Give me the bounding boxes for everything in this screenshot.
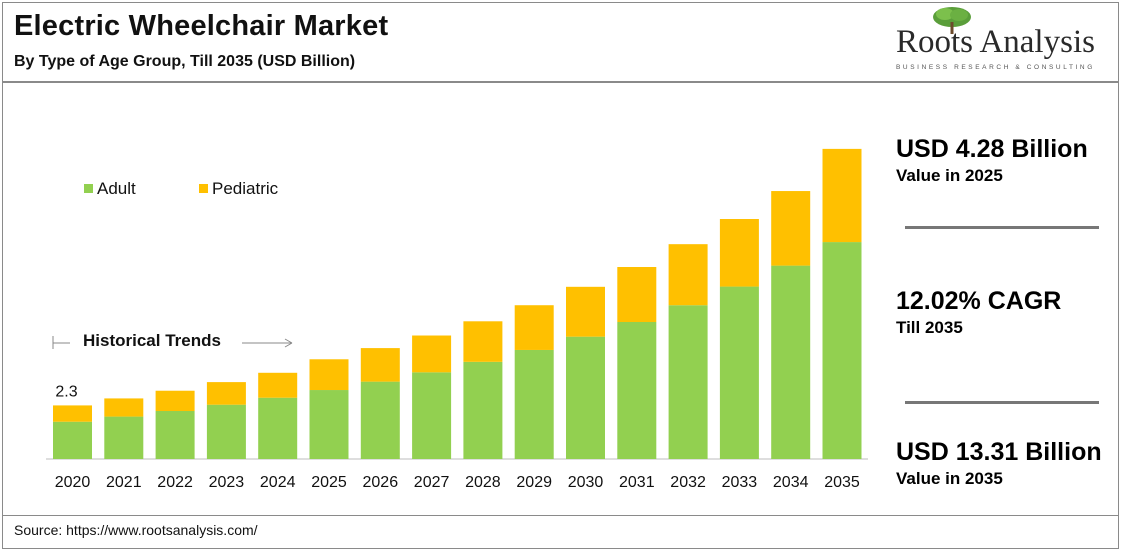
roots-analysis-logo: Roots Analysis BUSINESS RESEARCH & CONSU… <box>888 6 1098 76</box>
legend-swatch-pediatric <box>199 184 208 193</box>
bar-segment-adult <box>566 336 605 459</box>
bar-segment-pediatric <box>617 267 657 322</box>
data-label: 2.3 <box>55 383 77 400</box>
x-tick-label: 2022 <box>157 474 193 491</box>
bar-segment-adult <box>206 404 246 459</box>
kpi-value-text: USD 13.31 Billion <box>896 438 1102 466</box>
bar-segment-pediatric <box>566 286 605 337</box>
bar-segment-adult <box>514 349 554 459</box>
bar-segment-pediatric <box>822 148 862 243</box>
kpi-label-text: Till 2035 <box>896 318 963 337</box>
bar-segment-pediatric <box>719 219 759 287</box>
footer-divider <box>2 515 1119 516</box>
bar-segment-adult <box>463 361 503 459</box>
x-tick-label: 2021 <box>106 474 142 491</box>
x-tick-label: 2034 <box>773 474 809 491</box>
bar-segment-adult <box>771 265 811 459</box>
stacked-bar-chart: 2020 2021 2022 2023 2024 2025 2026 2027 2028 2029… <box>46 148 868 491</box>
bar-segment-adult <box>53 421 92 459</box>
x-tick-label: 2030 <box>568 474 604 491</box>
x-tick-label: 2024 <box>260 474 296 491</box>
x-tick-label: 2029 <box>516 474 552 491</box>
source-note: Source: https://www.rootsanalysis.com/ <box>14 522 258 538</box>
bar-segment-adult <box>104 416 144 459</box>
bar-segment-adult <box>719 286 759 459</box>
header-divider <box>2 81 1119 83</box>
bar-segment-pediatric <box>258 372 298 398</box>
page-subtitle: By Type of Age Group, Till 2035 (USD Bil… <box>14 53 356 70</box>
bar-segment-pediatric <box>309 359 349 391</box>
kpi-label-text: Value in 2035 <box>896 469 1003 488</box>
bar-segment-adult <box>668 305 708 459</box>
tree-icon <box>933 7 971 34</box>
historical-trends-label: Historical Trends <box>83 331 221 350</box>
x-tick-label: 2032 <box>670 474 706 491</box>
legend-label-adult: Adult <box>97 179 136 198</box>
bar-segment-pediatric <box>155 390 195 412</box>
logo-tagline: BUSINESS RESEARCH & CONSULTING <box>896 64 1095 71</box>
x-tick-label: 2026 <box>363 474 399 491</box>
x-tick-label: 2031 <box>619 474 655 491</box>
bar-segment-pediatric <box>514 305 554 350</box>
bar-segment-pediatric <box>412 335 452 373</box>
bar-segment-pediatric <box>360 348 400 382</box>
kpi-divider <box>905 401 1099 404</box>
bar-segment-adult <box>617 321 657 459</box>
x-tick-label: 2023 <box>209 474 245 491</box>
bar-segment-pediatric <box>206 382 246 405</box>
bar-segment-adult <box>822 242 862 459</box>
bar-segment-adult <box>155 411 195 459</box>
kpi-value-2025: USD 4.28 Billion Value in 2025 <box>896 135 1088 186</box>
bar-segment-adult <box>258 397 298 459</box>
page-title: Electric Wheelchair Market <box>14 10 389 42</box>
logo-name: Roots Analysis <box>896 24 1095 60</box>
kpi-label-text: Value in 2025 <box>896 166 1003 185</box>
kpi-cagr: 12.02% CAGR Till 2035 <box>896 287 1061 338</box>
bar-segment-adult <box>412 372 452 459</box>
legend-swatch-adult <box>84 184 93 193</box>
legend-label-pediatric: Pediatric <box>212 179 279 198</box>
historical-arrow-head <box>284 338 293 348</box>
x-tick-label: 2025 <box>311 474 347 491</box>
kpi-divider <box>905 226 1099 229</box>
bar-segment-pediatric <box>463 321 503 362</box>
bar-segment-pediatric <box>53 405 92 422</box>
kpi-value-text: USD 4.28 Billion <box>896 135 1088 163</box>
bar-segment-adult <box>309 390 349 459</box>
bar-segment-pediatric <box>104 398 144 417</box>
x-tick-label: 2033 <box>722 474 758 491</box>
bar-segment-pediatric <box>668 244 708 306</box>
x-tick-label: 2035 <box>824 474 860 491</box>
kpi-value-text: 12.02% CAGR <box>896 287 1062 315</box>
kpi-value-2035: USD 13.31 Billion Value in 2035 <box>896 438 1102 489</box>
x-tick-label: 2020 <box>55 474 91 491</box>
bar-segment-pediatric <box>771 191 811 266</box>
x-tick-label: 2028 <box>465 474 501 491</box>
x-tick-label: 2027 <box>414 474 450 491</box>
bar-segment-adult <box>360 381 400 459</box>
